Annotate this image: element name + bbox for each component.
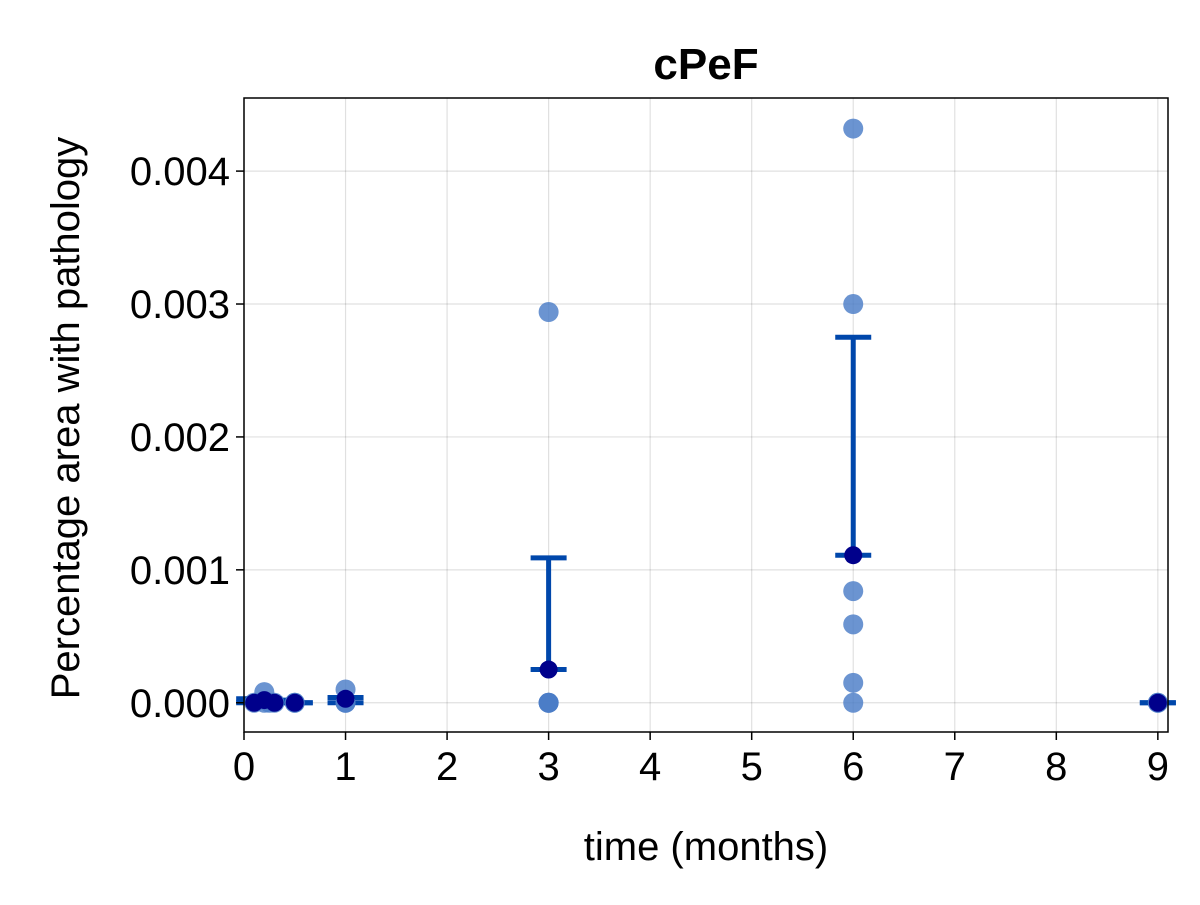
sample-point (538, 301, 559, 322)
chart-title: cPeF (653, 40, 758, 89)
x-tick-label: 4 (639, 745, 661, 789)
sample-point (843, 672, 864, 693)
x-tick-label: 6 (842, 745, 864, 789)
x-tick-label: 7 (944, 745, 966, 789)
mean-point (285, 693, 304, 712)
mean-points-layer (245, 546, 1167, 712)
mean-point (844, 546, 863, 565)
sample-point (843, 614, 864, 635)
x-tick-label: 8 (1045, 745, 1067, 789)
y-tick-label: 0.000 (130, 682, 230, 726)
mean-point (265, 693, 284, 712)
y-axis-ticks: 0.000 0.001 0.002 0.003 0.004 (130, 150, 244, 726)
mean-point (1148, 693, 1167, 712)
points-layer (244, 118, 1168, 713)
sample-point (843, 692, 864, 713)
mean-point (539, 660, 558, 679)
y-tick-label: 0.004 (130, 150, 230, 194)
x-tick-label: 0 (233, 745, 255, 789)
sample-point (843, 118, 864, 139)
x-tick-label: 1 (334, 745, 356, 789)
x-tick-label: 5 (741, 745, 763, 789)
x-axis-label: time (months) (584, 825, 829, 869)
grid-layer (243, 98, 1168, 732)
sample-point (538, 692, 559, 713)
mean-point (336, 689, 355, 708)
x-tick-label: 9 (1147, 745, 1169, 789)
sample-point (843, 581, 864, 602)
sample-point (843, 294, 864, 315)
y-tick-label: 0.003 (130, 283, 230, 327)
x-tick-label: 3 (537, 745, 559, 789)
y-tick-label: 0.001 (130, 549, 230, 593)
y-axis-label: Percentage area with pathology (44, 137, 88, 700)
y-tick-label: 0.002 (130, 416, 230, 460)
error-bar-layer (236, 334, 1176, 706)
x-tick-label: 2 (436, 745, 458, 789)
plot-frame (243, 97, 1169, 733)
x-axis-ticks: 0 1 2 3 4 5 6 7 8 9 (233, 732, 1169, 789)
